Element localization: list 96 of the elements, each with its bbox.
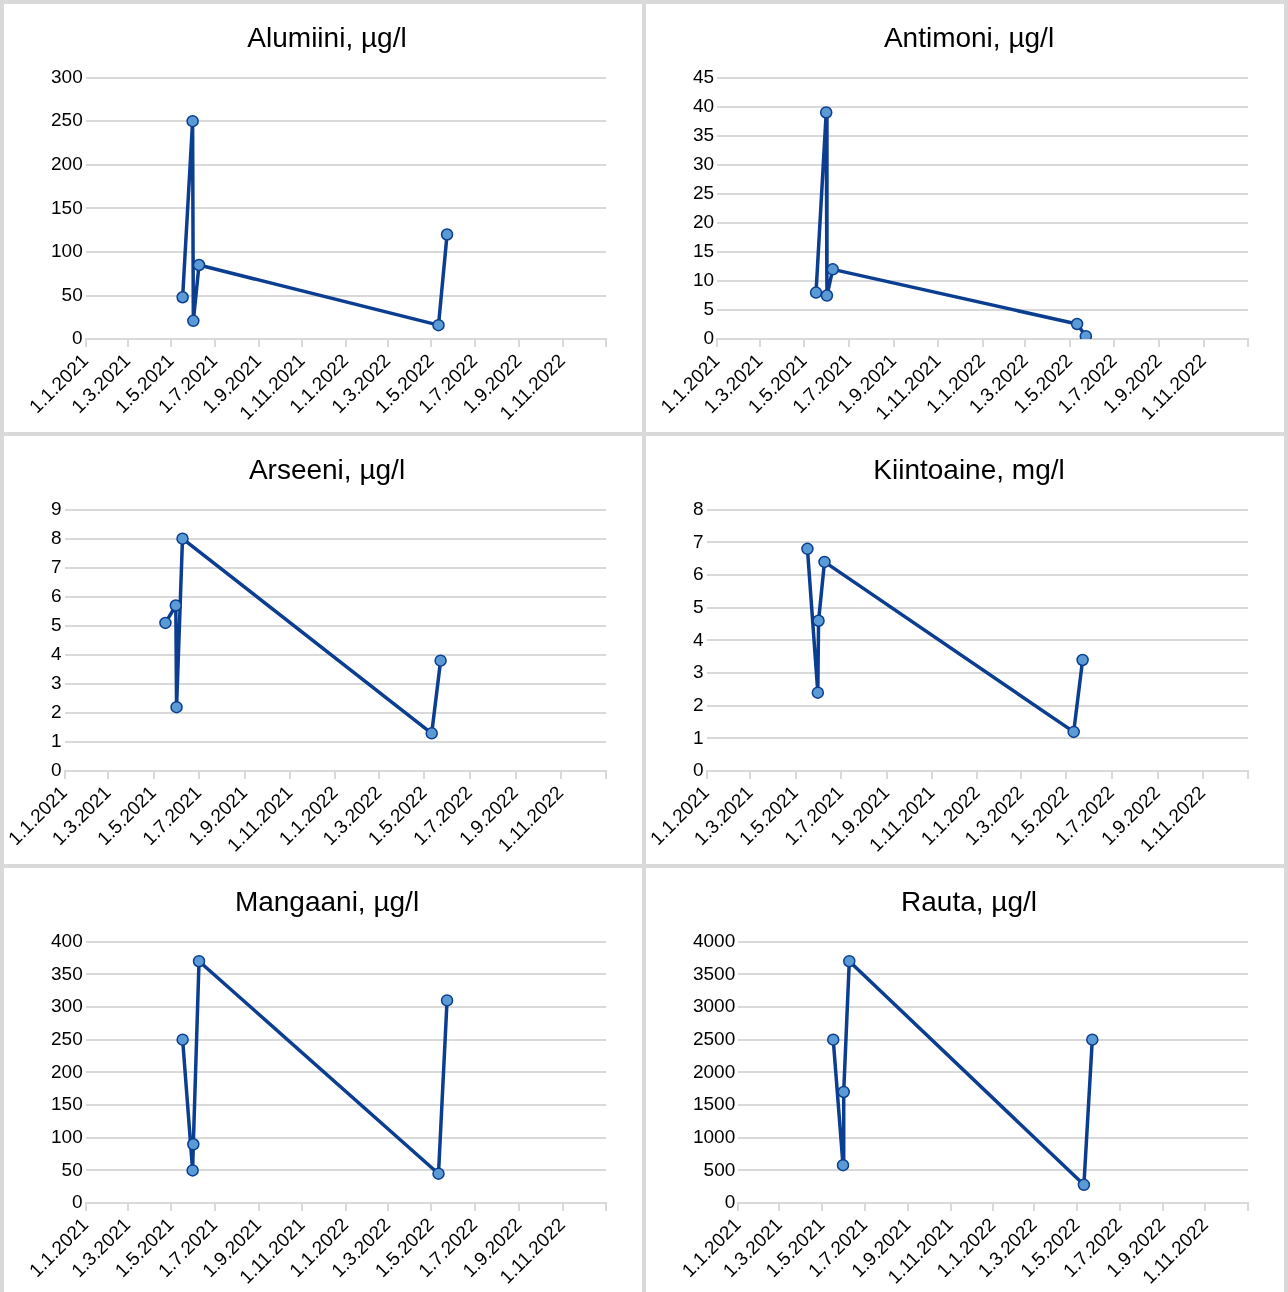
chart-title: Rauta, µg/l: [901, 885, 1037, 917]
y-tick-label: 40: [692, 94, 715, 116]
point: [1079, 329, 1093, 340]
y-tick-label: 500: [703, 1158, 736, 1180]
y-tick-label: 6: [50, 585, 62, 606]
y-tick-label: 30: [692, 153, 715, 174]
y-tick-label: 1: [50, 730, 62, 752]
y-tick-label: 300: [51, 65, 83, 87]
y-tick-label: 45: [692, 65, 715, 87]
y-tick-label: 6: [692, 563, 704, 585]
point: [820, 289, 834, 302]
y-tick-label: 4: [50, 643, 62, 665]
y-tick-label: 0: [72, 327, 83, 349]
y-tick-label: 25: [692, 182, 715, 204]
point: [176, 291, 189, 304]
y-tick-label: 100: [51, 240, 83, 262]
point: [1067, 725, 1080, 739]
point: [192, 954, 206, 968]
chart-title: Kiintoaine, mg/l: [873, 453, 1065, 485]
y-tick-label: 3: [692, 661, 704, 683]
point: [843, 954, 856, 968]
y-tick-label: 2: [692, 693, 704, 715]
point: [818, 555, 831, 569]
point: [159, 616, 172, 630]
point: [826, 1033, 840, 1046]
point: [192, 258, 206, 272]
point: [812, 614, 825, 627]
y-tick-label: 10: [692, 269, 715, 291]
y-tick-label: 50: [61, 1158, 83, 1180]
chart-title: Arseeni, µg/l: [248, 453, 406, 485]
point: [811, 686, 825, 699]
chart-title: Alumiini, µg/l: [247, 21, 407, 53]
y-tick-label: 0: [692, 759, 704, 781]
y-tick-label: 300: [51, 995, 83, 1017]
y-tick-label: 4000: [692, 929, 736, 951]
y-tick-label: 50: [61, 283, 83, 305]
point: [176, 1033, 189, 1046]
y-tick-label: 5: [50, 614, 62, 636]
point: [432, 318, 445, 332]
point: [434, 654, 447, 667]
point: [169, 599, 183, 612]
y-tick-label: 100: [51, 1125, 83, 1147]
y-tick-label: 2500: [692, 1027, 736, 1049]
y-tick-label: 8: [692, 497, 704, 519]
chart-title: Mangaani, µg/l: [234, 885, 420, 917]
point: [1070, 317, 1084, 331]
y-tick-label: 1: [692, 726, 704, 748]
point: [170, 700, 183, 714]
point: [801, 542, 814, 556]
point: [187, 314, 200, 328]
y-tick-label: 3500: [692, 962, 736, 984]
y-tick-label: 15: [692, 240, 715, 262]
point: [1077, 1178, 1091, 1192]
point: [1076, 653, 1089, 667]
y-tick-label: 0: [50, 759, 62, 781]
y-tick-label: 150: [51, 1093, 83, 1115]
point: [836, 1158, 850, 1172]
point: [440, 994, 454, 1007]
y-tick-label: 3: [50, 672, 62, 694]
y-tick-label: 1500: [692, 1093, 736, 1115]
point: [186, 114, 199, 128]
y-tick-label: 35: [692, 123, 715, 145]
y-tick-label: 8: [50, 526, 62, 548]
y-tick-label: 3000: [692, 995, 736, 1017]
y-tick-label: 0: [724, 1191, 736, 1213]
point: [837, 1085, 850, 1099]
point: [432, 1167, 445, 1180]
y-tick-label: 9: [50, 497, 62, 519]
point: [1086, 1033, 1099, 1046]
point: [809, 286, 823, 299]
y-tick-label: 200: [51, 1060, 83, 1082]
point: [826, 263, 840, 276]
y-tick-label: 350: [51, 962, 83, 984]
y-tick-label: 4: [692, 628, 704, 650]
point: [425, 727, 438, 740]
y-tick-label: 2: [50, 701, 62, 723]
chart-title: Antimoni, µg/l: [883, 21, 1055, 53]
y-tick-label: 200: [51, 153, 83, 174]
point: [187, 1138, 200, 1151]
y-tick-label: 20: [692, 211, 715, 233]
y-tick-label: 5: [703, 298, 715, 320]
y-tick-label: 150: [51, 196, 83, 218]
y-tick-label: 1000: [692, 1125, 736, 1147]
y-tick-label: 0: [703, 327, 715, 349]
y-tick-label: 0: [72, 1191, 83, 1213]
point: [176, 532, 189, 545]
y-tick-label: 7: [50, 555, 62, 577]
y-tick-label: 7: [692, 530, 704, 552]
point: [186, 1164, 199, 1177]
y-tick-label: 250: [51, 1027, 83, 1049]
point: [819, 106, 833, 119]
y-tick-label: 2000: [692, 1060, 736, 1082]
point: [440, 228, 454, 241]
y-tick-label: 250: [51, 109, 83, 131]
y-tick-label: 400: [51, 929, 83, 951]
y-tick-label: 5: [692, 595, 704, 617]
